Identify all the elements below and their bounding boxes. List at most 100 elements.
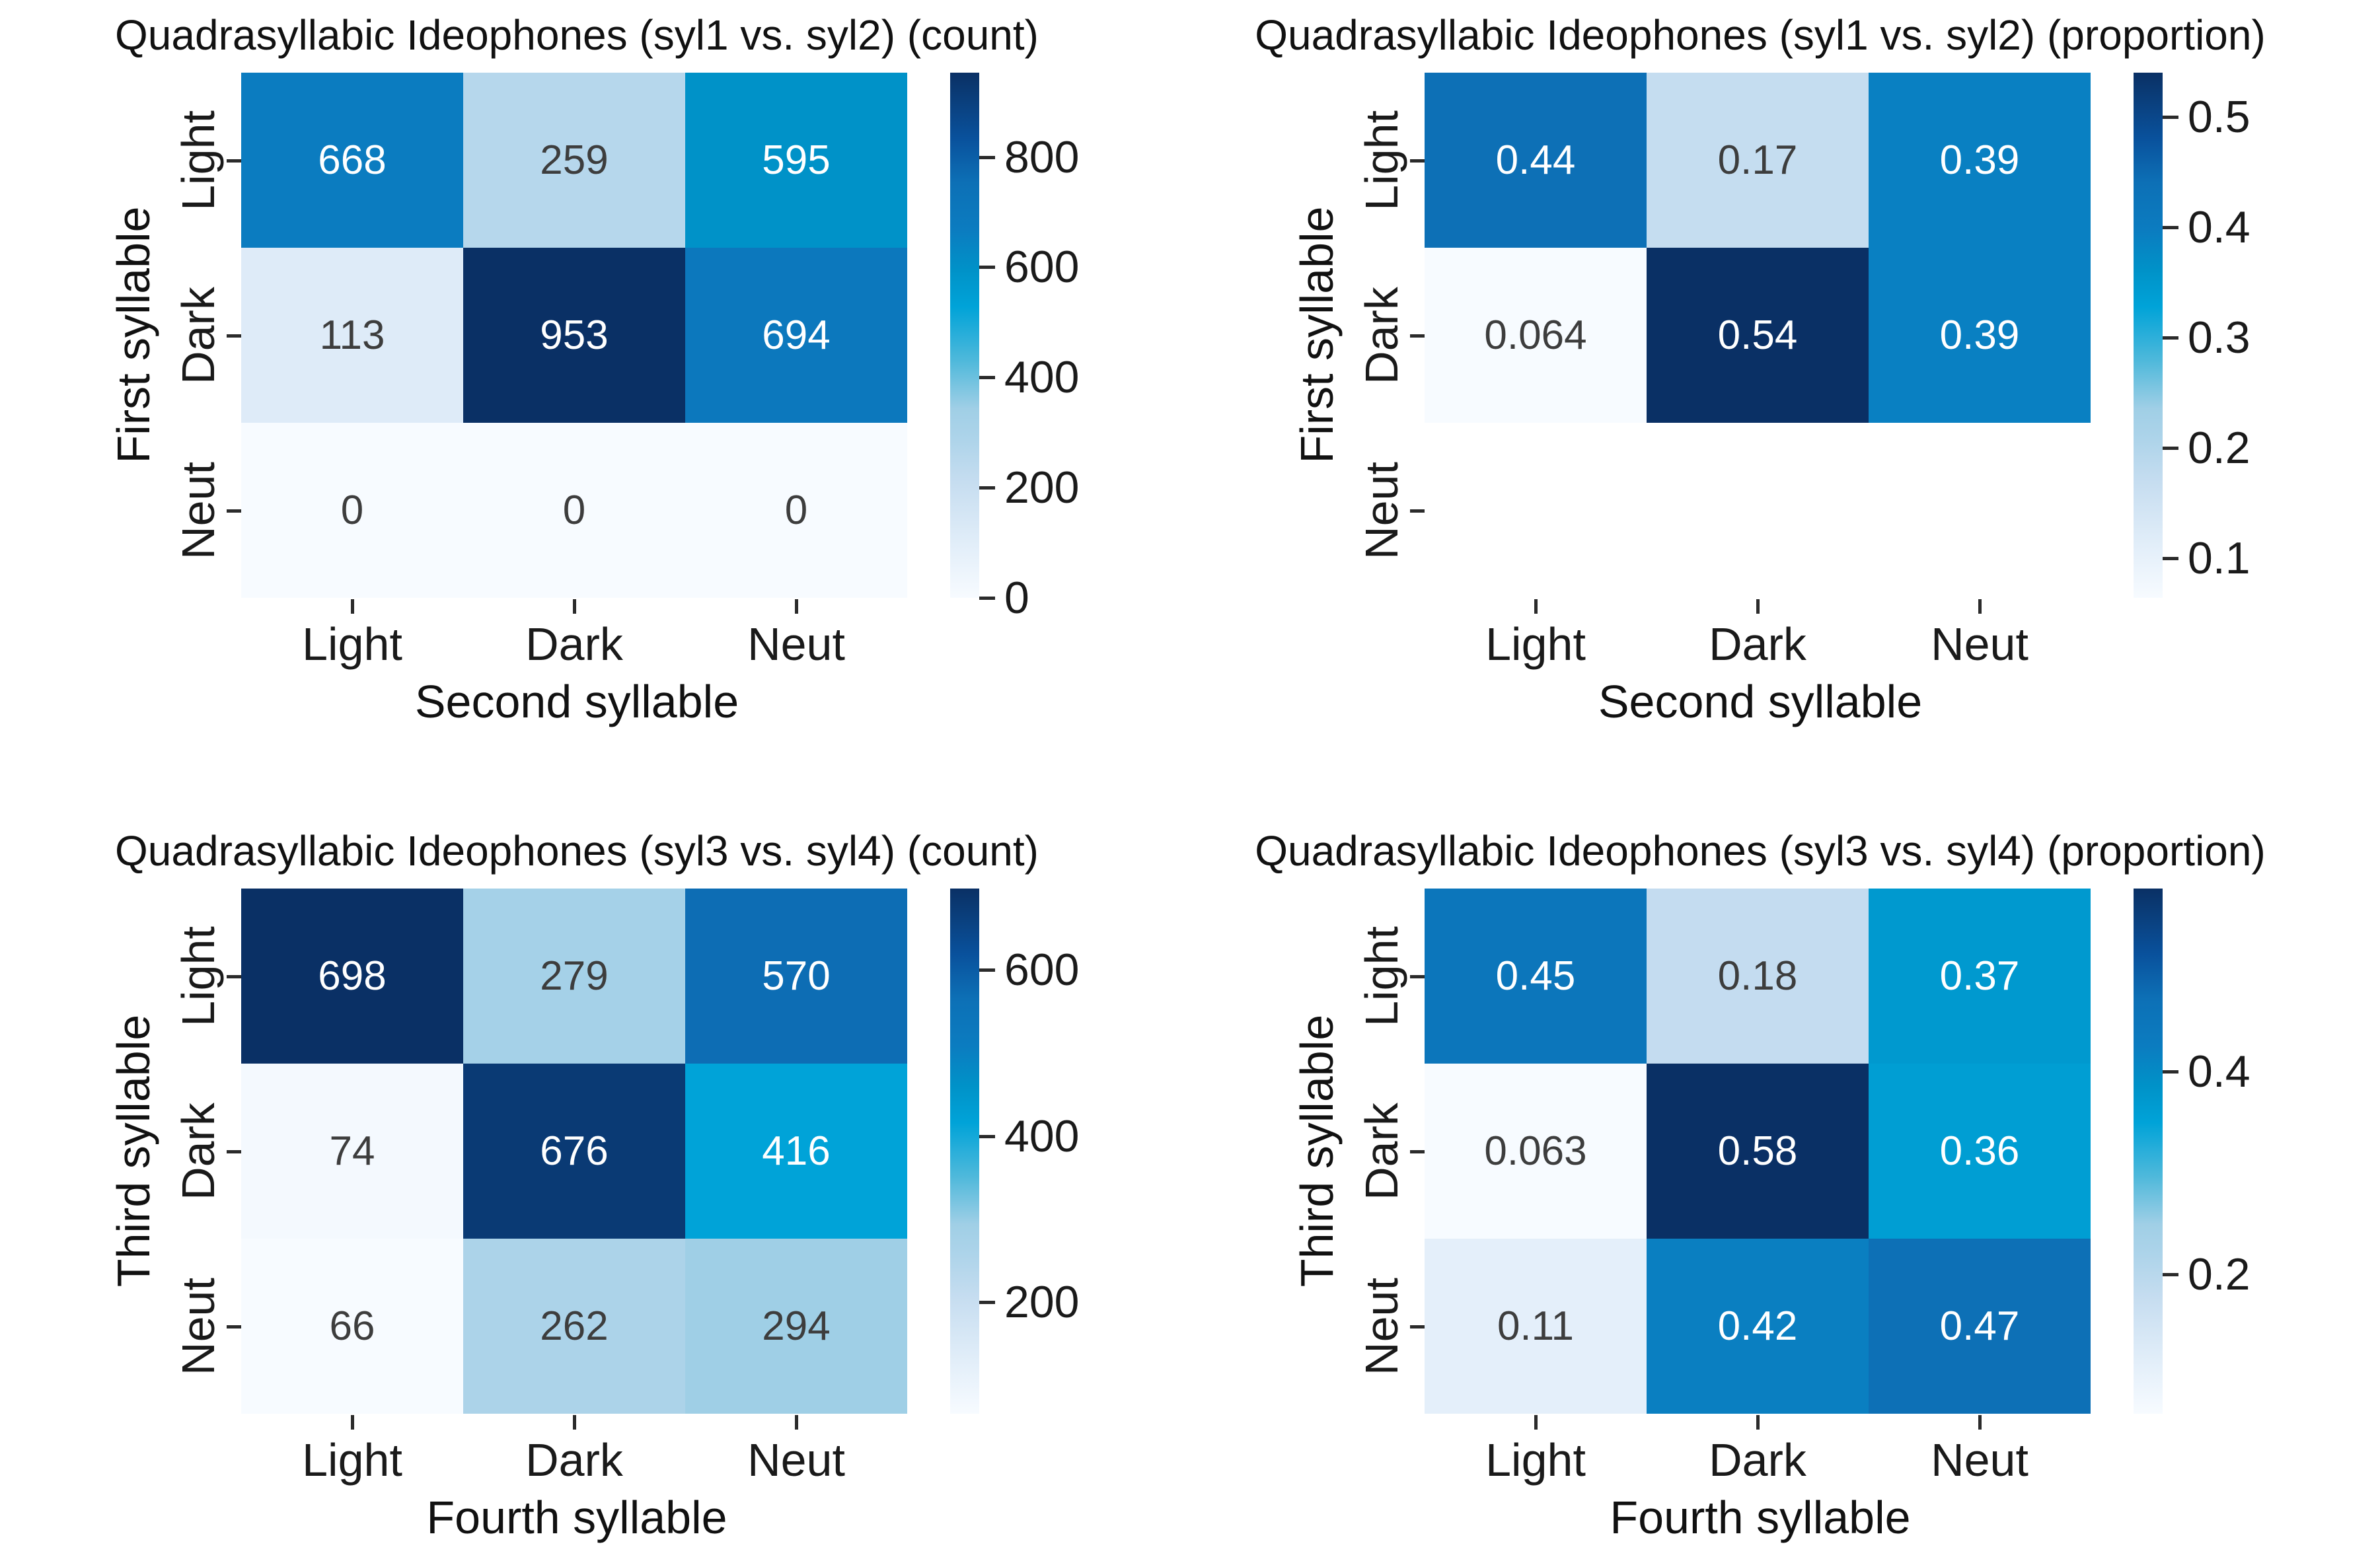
x-tick-mark xyxy=(1978,1415,1982,1430)
panel-title: Quadrasyllabic Ideophones (syl1 vs. syl2… xyxy=(1255,11,2266,59)
y-tick-mark xyxy=(1410,1149,1425,1153)
colorbar-tick-label: 200 xyxy=(1004,1277,1080,1328)
heatmap-cell: 294 xyxy=(685,1239,907,1414)
colorbar-tick-label: 800 xyxy=(1004,131,1080,182)
heatmap-cell: 113 xyxy=(241,248,463,423)
colorbar-tick-label: 600 xyxy=(1004,242,1080,293)
x-tick-mark xyxy=(1756,599,1760,614)
colorbar-tick-mark xyxy=(2163,1070,2178,1074)
colorbar-tick-label: 0.3 xyxy=(2188,312,2250,363)
colorbar-gradient xyxy=(950,73,979,598)
colorbar-tick-mark xyxy=(2163,556,2178,560)
y-tick-label: Light xyxy=(1356,926,1407,1027)
colorbar-tick-mark xyxy=(979,486,995,490)
x-tick-label: Dark xyxy=(1709,618,1806,670)
panel-syl3-syl4-proportion: Quadrasyllabic Ideophones (syl3 vs. syl4… xyxy=(1183,816,2373,1565)
heatmap-cell: 0.063 xyxy=(1425,1064,1647,1239)
heatmap-cell: 0.42 xyxy=(1647,1239,1869,1414)
colorbar-tick-mark xyxy=(979,1301,995,1305)
colorbar-tick-label: 0.2 xyxy=(2188,1249,2250,1300)
panel-syl1-syl2-count: Quadrasyllabic Ideophones (syl1 vs. syl2… xyxy=(0,0,1190,782)
colorbar-tick-mark xyxy=(979,266,995,270)
heatmap-cell: 668 xyxy=(241,73,463,248)
colorbar-tick-label: 0.2 xyxy=(2188,422,2250,473)
y-tick-mark xyxy=(1410,159,1425,163)
panel-title: Quadrasyllabic Ideophones (syl3 vs. syl4… xyxy=(115,827,1039,875)
colorbar-tick-mark xyxy=(979,968,995,972)
heatmap-cell: 0.39 xyxy=(1869,73,2091,248)
heatmap-grid: 698 279 570 74 676 416 66 262 294 xyxy=(241,889,907,1414)
colorbar-tick-mark xyxy=(979,597,995,600)
heatmap-cell: 0.47 xyxy=(1869,1239,2091,1414)
x-tick-mark xyxy=(351,599,354,614)
colorbar-tick-mark xyxy=(979,376,995,380)
y-tick-label: Neut xyxy=(1356,1277,1407,1375)
y-tick-mark xyxy=(227,1149,241,1153)
heatmap-grid: 668 259 595 113 953 694 0 0 0 xyxy=(241,73,907,598)
x-tick-mark xyxy=(573,599,576,614)
panel-title: Quadrasyllabic Ideophones (syl1 vs. syl2… xyxy=(115,11,1039,59)
y-tick-label: Light xyxy=(172,110,224,211)
panel-syl3-syl4-count: Quadrasyllabic Ideophones (syl3 vs. syl4… xyxy=(0,816,1190,1565)
heatmap-cell xyxy=(1869,423,2091,598)
colorbar-tick-label: 0 xyxy=(1004,573,1029,623)
y-tick-label: Dark xyxy=(172,286,224,384)
heatmap-cell: 570 xyxy=(685,889,907,1064)
x-tick-label: Dark xyxy=(525,1434,623,1486)
y-tick-mark xyxy=(227,974,241,978)
y-tick-mark xyxy=(1410,974,1425,978)
x-tick-mark xyxy=(795,1415,798,1430)
colorbar-tick-label: 0.4 xyxy=(2188,201,2250,252)
heatmap-cell xyxy=(1425,423,1647,598)
heatmap-cell: 953 xyxy=(463,248,685,423)
colorbar-gradient xyxy=(2134,73,2163,598)
heatmap-cell: 279 xyxy=(463,889,685,1064)
y-tick-label: Light xyxy=(172,926,224,1027)
heatmap-grid: 0.45 0.18 0.37 0.063 0.58 0.36 0.11 0.42 0.47 xyxy=(1425,889,2091,1414)
heatmap-cell: 0 xyxy=(685,423,907,598)
heatmap-grid: 0.44 0.17 0.39 0.064 0.54 0.39 xyxy=(1425,73,2091,598)
x-tick-mark xyxy=(1978,599,1982,614)
y-axis-label: First syllable xyxy=(108,206,159,464)
colorbar-tick-label: 600 xyxy=(1004,945,1080,996)
y-tick-mark xyxy=(227,334,241,338)
x-axis-label: Fourth syllable xyxy=(426,1492,727,1543)
y-tick-mark xyxy=(227,1325,241,1328)
colorbar-gradient xyxy=(950,889,979,1414)
heatmap-cell: 676 xyxy=(463,1064,685,1239)
colorbar-tick-mark xyxy=(979,1134,995,1138)
heatmap-cell: 595 xyxy=(685,73,907,248)
heatmap-cell: 694 xyxy=(685,248,907,423)
x-tick-label: Neut xyxy=(1931,1434,2028,1486)
y-tick-label: Neut xyxy=(172,461,224,560)
heatmap-cell: 0.36 xyxy=(1869,1064,2091,1239)
colorbar-tick-mark xyxy=(2163,1273,2178,1277)
heatmap-cell: 66 xyxy=(241,1239,463,1414)
y-tick-mark xyxy=(227,159,241,163)
x-tick-label: Light xyxy=(1485,618,1586,670)
panel-title: Quadrasyllabic Ideophones (syl3 vs. syl4… xyxy=(1255,827,2266,875)
heatmap-cell: 0.18 xyxy=(1647,889,1869,1064)
x-tick-mark xyxy=(1534,599,1538,614)
y-axis-label: First syllable xyxy=(1291,206,1343,464)
colorbar-gradient xyxy=(2134,889,2163,1414)
x-tick-label: Light xyxy=(302,618,402,670)
y-tick-label: Neut xyxy=(172,1277,224,1375)
heatmap-cell: 74 xyxy=(241,1064,463,1239)
y-tick-mark xyxy=(1410,509,1425,513)
x-tick-mark xyxy=(1756,1415,1760,1430)
heatmap-cell: 0.064 xyxy=(1425,248,1647,423)
y-tick-mark xyxy=(1410,334,1425,338)
y-tick-mark xyxy=(227,509,241,513)
colorbar-tick-mark xyxy=(2163,336,2178,340)
colorbar-tick-label: 200 xyxy=(1004,462,1080,513)
heatmap-cell: 259 xyxy=(463,73,685,248)
heatmap-cell: 262 xyxy=(463,1239,685,1414)
y-tick-label: Light xyxy=(1356,110,1407,211)
panel-syl1-syl2-proportion: Quadrasyllabic Ideophones (syl1 vs. syl2… xyxy=(1183,0,2373,782)
heatmap-cell xyxy=(1647,423,1869,598)
y-tick-label: Neut xyxy=(1356,461,1407,560)
x-axis-label: Fourth syllable xyxy=(1610,1492,1911,1543)
heatmap-cell: 698 xyxy=(241,889,463,1064)
